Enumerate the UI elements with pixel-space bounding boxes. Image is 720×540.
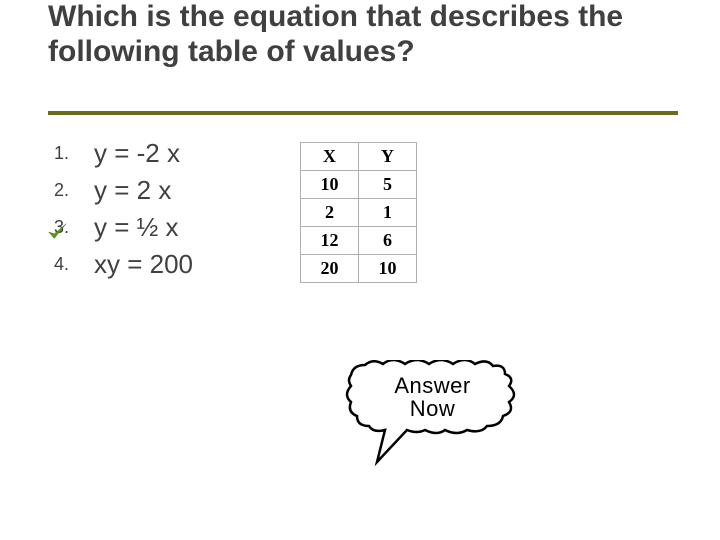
option-text: y = ½ x (94, 212, 179, 243)
question-title: Which is the equation that describes the… (48, 0, 680, 69)
answer-callout[interactable]: Answer Now (345, 360, 520, 470)
table-row: 12 6 (301, 227, 417, 255)
option-item: 3. y = ½ x (54, 212, 193, 243)
table-cell: 6 (359, 227, 417, 255)
table-header-cell: Y (359, 143, 417, 171)
table-header-cell: X (301, 143, 359, 171)
checkmark-icon (46, 221, 68, 243)
callout-line2: Now (410, 396, 456, 421)
option-text: y = -2 x (94, 138, 180, 169)
table-row: 20 10 (301, 255, 417, 283)
table-row: 2 1 (301, 199, 417, 227)
option-number: 1. (54, 143, 69, 163)
values-table: X Y 10 5 2 1 12 6 20 10 (300, 142, 417, 283)
table-cell: 12 (301, 227, 359, 255)
title-underline (48, 111, 678, 115)
option-item: 4. xy = 200 (54, 249, 193, 280)
table-cell: 10 (359, 255, 417, 283)
table-header-row: X Y (301, 143, 417, 171)
table-cell: 2 (301, 199, 359, 227)
table-cell: 20 (301, 255, 359, 283)
table-row: 10 5 (301, 171, 417, 199)
table-cell: 1 (359, 199, 417, 227)
option-text: xy = 200 (94, 249, 193, 280)
options-list: 1. y = -2 x 2. y = 2 x 3. y = ½ x 4. xy … (54, 138, 193, 286)
option-item: 2. y = 2 x (54, 175, 193, 206)
table-cell: 10 (301, 171, 359, 199)
table-cell: 5 (359, 171, 417, 199)
option-number: 4. (54, 254, 69, 274)
option-item: 1. y = -2 x (54, 138, 193, 169)
option-text: y = 2 x (94, 175, 171, 206)
callout-text: Answer Now (345, 374, 520, 420)
option-number: 2. (54, 180, 69, 200)
callout-line1: Answer (394, 373, 470, 398)
